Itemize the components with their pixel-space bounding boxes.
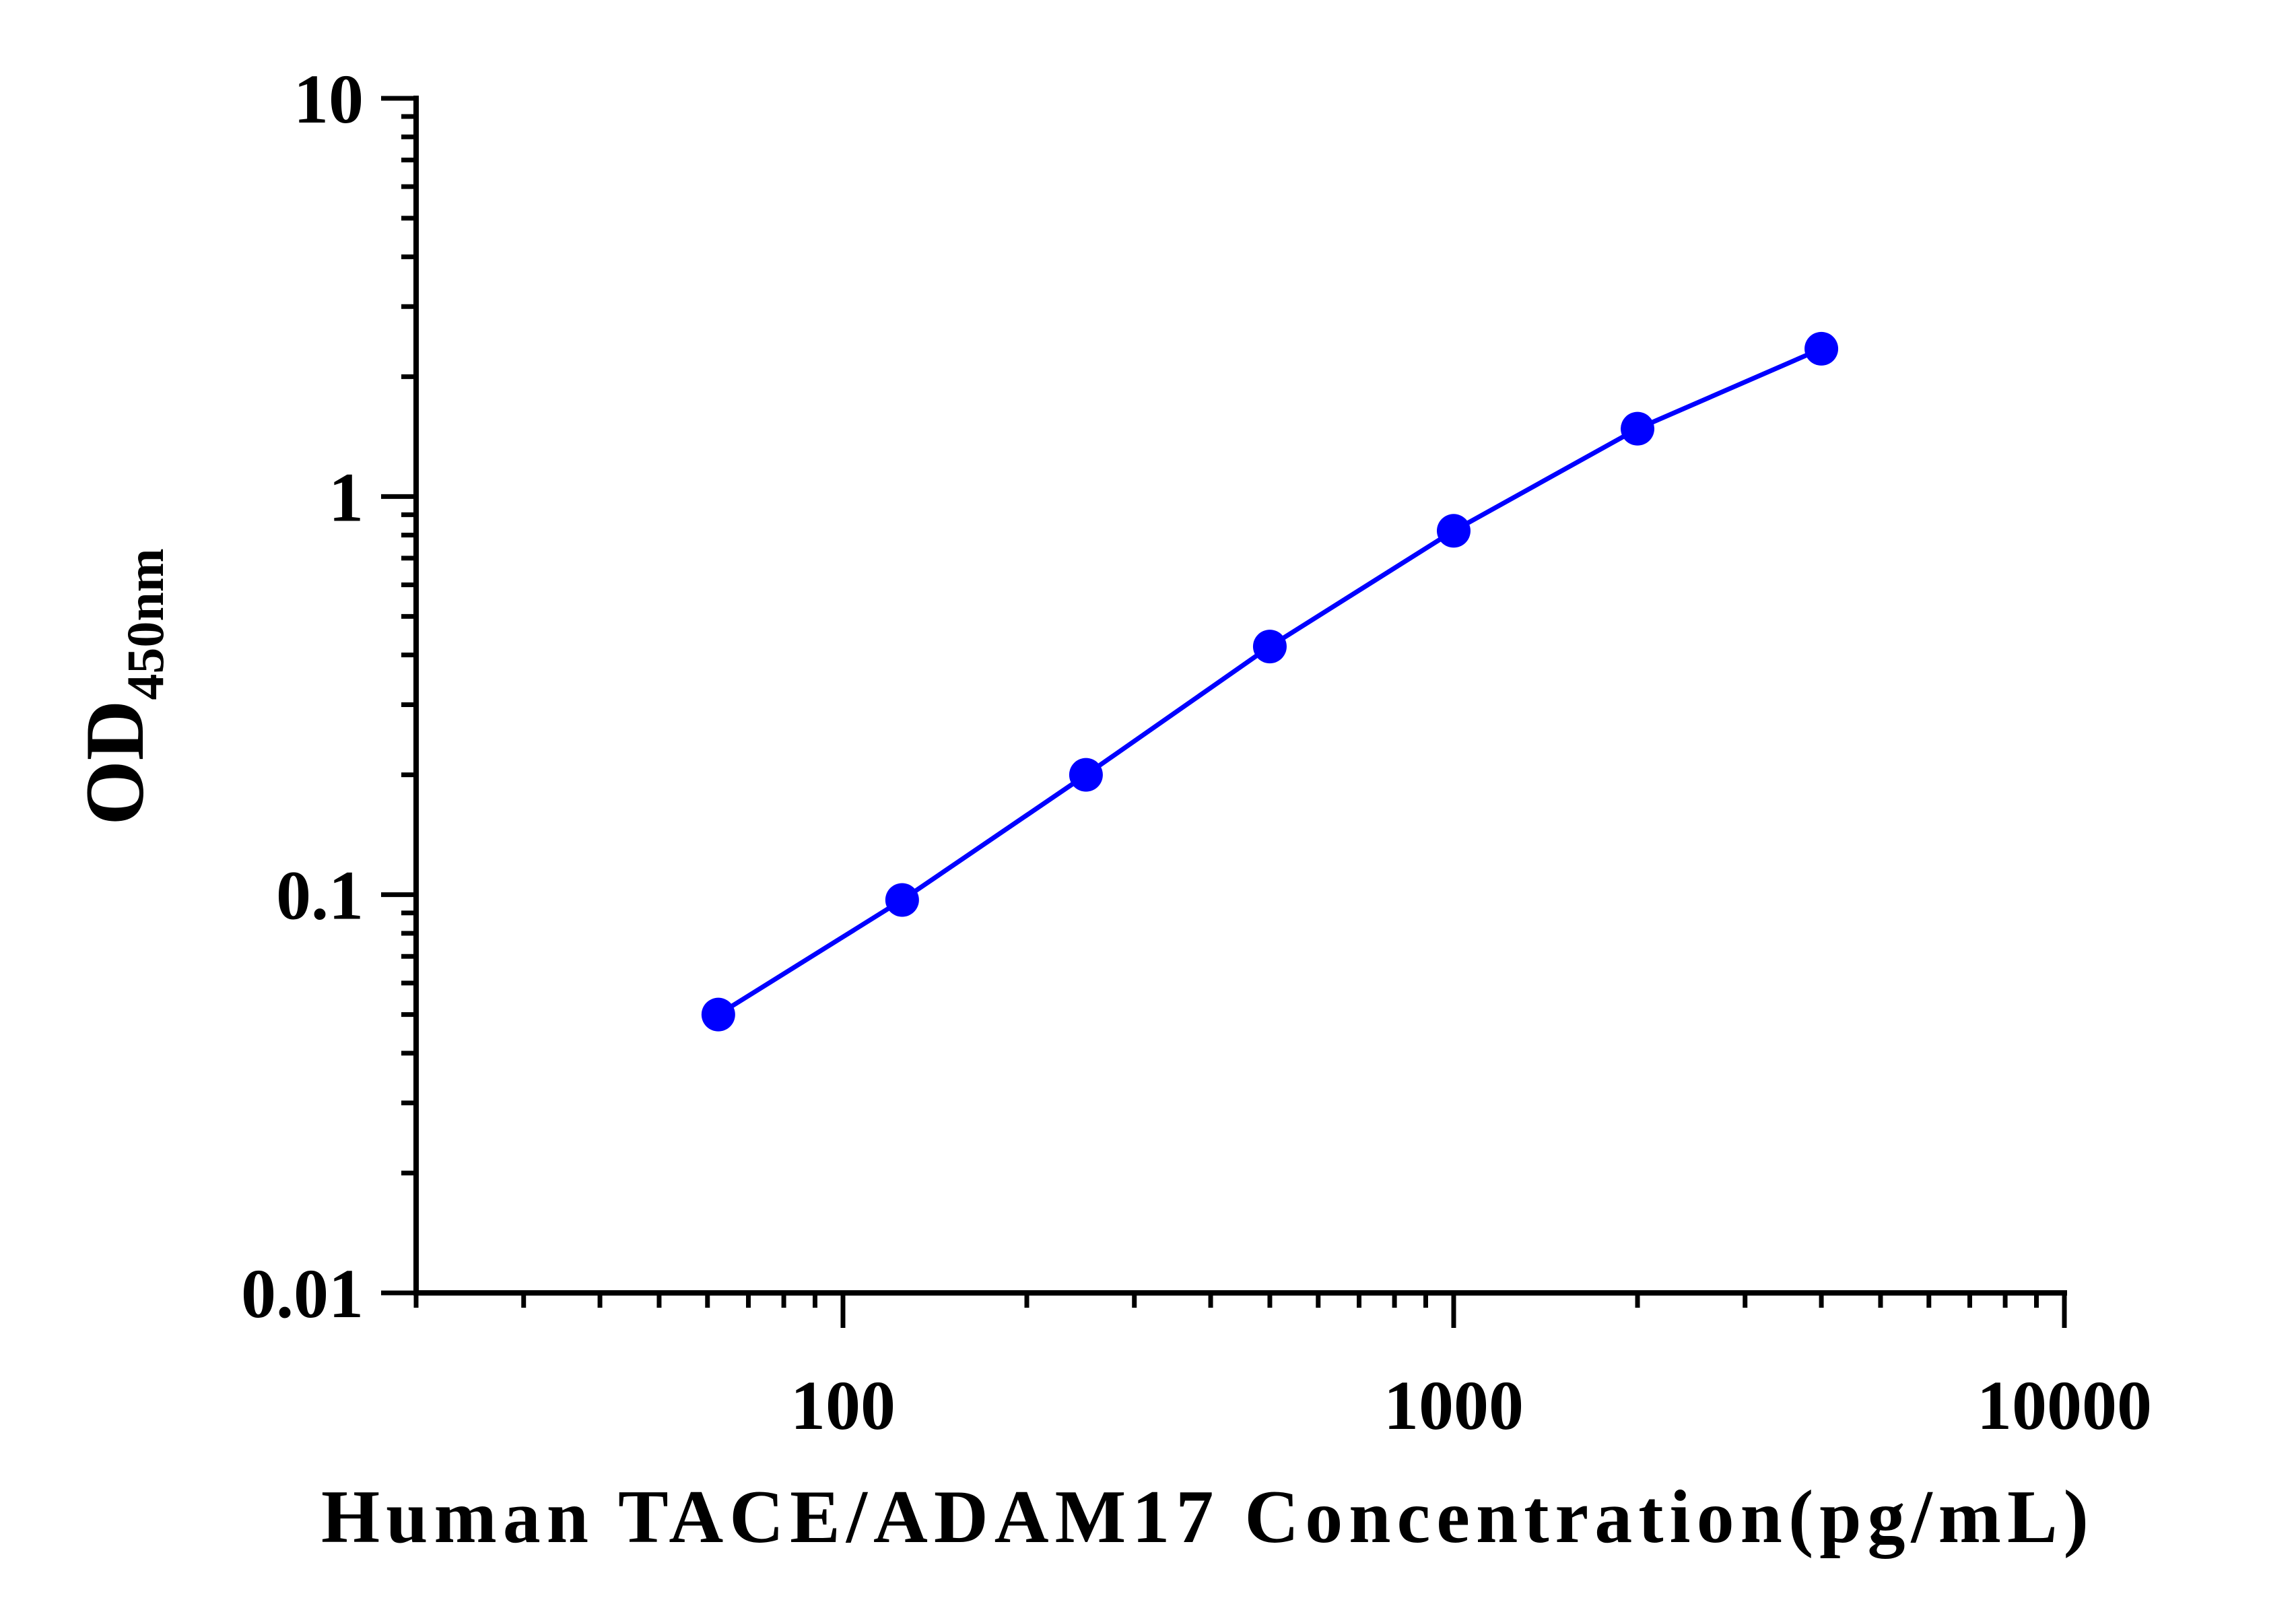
data-point (1252, 630, 1287, 664)
y-axis-title-subscript: 450nm (116, 548, 174, 700)
series-line (716, 346, 1823, 1017)
data-points (701, 331, 1839, 1032)
data-point (1804, 331, 1839, 366)
x-tick-label: 10000 (1977, 1367, 2152, 1444)
y-tick-labels: 0.01 0.1 1 10 (241, 61, 364, 1333)
y-axis-title-main: OD (69, 700, 161, 826)
y-tick-label: 0.01 (241, 1255, 364, 1333)
y-tick-label: 1 (329, 459, 364, 536)
x-axis-title: Human TACE/ADAM17 Concentration(pg/mL) (321, 1475, 2095, 1559)
y-axis-title: OD450nm (69, 548, 174, 825)
data-point (1621, 411, 1655, 446)
data-point (1069, 758, 1103, 792)
major-ticks (381, 96, 2067, 1328)
data-point (885, 883, 919, 917)
data-point (701, 997, 735, 1032)
data-point (1436, 514, 1471, 548)
x-tick-labels: 100 1000 10000 (790, 1367, 2152, 1444)
y-tick-label: 10 (294, 61, 364, 138)
x-tick-label: 100 (790, 1367, 896, 1444)
y-tick-label: 0.1 (276, 857, 364, 935)
minor-ticks (401, 114, 2039, 1308)
x-tick-label: 1000 (1384, 1367, 1524, 1444)
